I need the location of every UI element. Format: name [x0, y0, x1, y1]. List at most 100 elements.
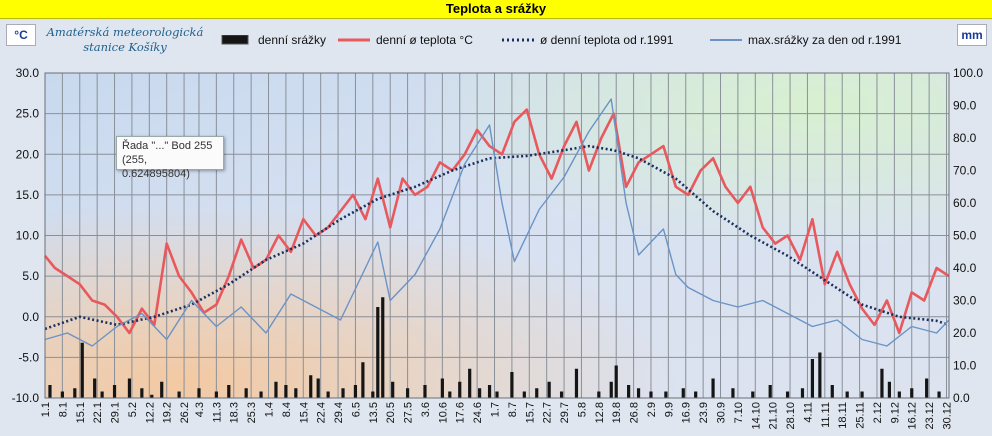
x-tick-label: 12.8	[594, 402, 606, 423]
x-tick-label: 15.1	[75, 402, 87, 423]
tooltip-line-1: Řada "..." Bod 255	[122, 140, 213, 152]
y-right-tick-label: 60.0	[953, 196, 977, 210]
x-tick-label: 17.6	[455, 402, 467, 423]
precip-bar	[887, 381, 891, 398]
precip-bar	[361, 362, 365, 398]
y-right-tick-label: 50.0	[953, 229, 977, 243]
y-left-tick-label: -5.0	[18, 350, 39, 364]
precip-bar	[487, 385, 492, 398]
precip-bar	[614, 365, 618, 398]
precip-bar	[609, 381, 613, 398]
x-tick-label: 22.4	[316, 402, 328, 423]
x-tick-label: 7.10	[733, 402, 745, 423]
precip-bar	[214, 391, 218, 398]
precip-bar	[495, 391, 499, 398]
avg-temp-line	[44, 144, 950, 331]
precip-bar	[259, 391, 263, 398]
precip-bar	[468, 368, 472, 398]
chart-title: Teplota a srážky	[0, 0, 992, 19]
precip-bar	[510, 372, 514, 398]
precip-bar	[405, 388, 410, 398]
precip-bar	[284, 385, 288, 398]
precip-bar	[440, 378, 444, 398]
x-tick-label: 1.7	[490, 402, 502, 417]
y-right-tick-label: 40.0	[953, 261, 977, 275]
precip-bar	[597, 391, 601, 398]
precip-bar	[423, 385, 427, 398]
precip-bar	[768, 385, 772, 398]
precip-bar	[785, 391, 790, 398]
y-left-tick-label: 15.0	[16, 188, 40, 202]
precip-bar	[93, 378, 97, 398]
x-tick-label: 20.5	[385, 402, 397, 423]
precip-bar	[711, 378, 715, 398]
x-tick-label: 12.2	[144, 402, 156, 423]
y-left-tick-label: 20.0	[16, 147, 40, 161]
x-tick-label: 1.1	[40, 402, 52, 417]
y-right-tick-label: 10.0	[953, 359, 977, 373]
x-tick-label: 21.10	[768, 402, 780, 430]
y-right-tick-label: 70.0	[953, 164, 977, 178]
y-left-tick-label: 5.0	[22, 269, 39, 283]
x-tick-label: 6.5	[350, 402, 362, 417]
x-tick-label: 9.9	[663, 402, 675, 417]
precip-bar	[353, 385, 358, 398]
x-tick-label: 26.8	[629, 402, 641, 423]
precip-bar	[391, 381, 395, 398]
max-precip-line	[44, 98, 950, 347]
precip-bar	[910, 388, 914, 398]
precip-bar	[694, 391, 698, 398]
precip-bars	[48, 297, 941, 398]
left-unit-label: °C	[6, 24, 36, 46]
precip-bar	[309, 375, 313, 398]
precip-bar	[636, 388, 641, 398]
y-right-tick-label: 30.0	[953, 294, 977, 308]
precip-bar	[371, 391, 375, 398]
x-tick-label: 8.4	[281, 402, 293, 417]
precip-bar	[522, 391, 526, 398]
x-tick-label: 25.11	[855, 402, 867, 429]
precip-bar	[100, 391, 104, 398]
x-tick-label: 22.7	[542, 402, 554, 423]
x-tick-label: 19.8	[611, 402, 623, 423]
precip-bar	[227, 385, 231, 398]
precip-bar	[448, 391, 452, 398]
x-tick-label: 27.5	[403, 402, 415, 423]
precip-bar	[73, 388, 77, 398]
precip-bar	[574, 368, 579, 398]
precip-bar	[80, 342, 84, 398]
precip-bar	[140, 388, 144, 398]
precip-bar	[294, 388, 298, 398]
precip-bar	[897, 391, 901, 398]
y-left-tick-label: 30.0	[16, 66, 40, 80]
precip-bar	[127, 378, 132, 398]
precip-bar	[937, 391, 941, 398]
x-tick-label: 16.9	[681, 402, 693, 423]
y-right-tick-label: 80.0	[953, 131, 977, 145]
x-tick-label: 18.11	[837, 402, 849, 429]
precip-bar	[48, 385, 52, 398]
precip-bar	[800, 388, 805, 398]
temp-line	[43, 108, 950, 335]
precip-bar	[681, 388, 685, 398]
x-tick-label: 22.1	[92, 402, 104, 423]
station-line-1: Amatérská meteorologická	[46, 25, 204, 39]
x-tick-label: 23.9	[698, 402, 710, 423]
precip-bar	[627, 385, 631, 398]
x-tick-label: 24.6	[472, 402, 484, 423]
precip-bar	[316, 378, 320, 398]
x-tick-label: 2.12	[872, 402, 884, 423]
precip-bar	[535, 388, 539, 398]
x-tick-label: 9.12	[889, 402, 901, 423]
axes: 30.0 25.0 20.0 15.0 10.0 5.0 0.0 -5.0 -10.0 100.0…	[12, 66, 984, 430]
plot-border	[44, 72, 950, 399]
precip-bar	[818, 352, 822, 398]
x-tick-label: 19.2	[162, 402, 174, 423]
precip-bar	[381, 297, 385, 398]
precip-bar	[458, 381, 462, 398]
legend-label-max-precip: max.srážky za den od r.1991	[748, 33, 902, 47]
precip-bar	[649, 391, 653, 398]
precip-bar	[925, 378, 929, 398]
precip-bar	[60, 391, 64, 398]
